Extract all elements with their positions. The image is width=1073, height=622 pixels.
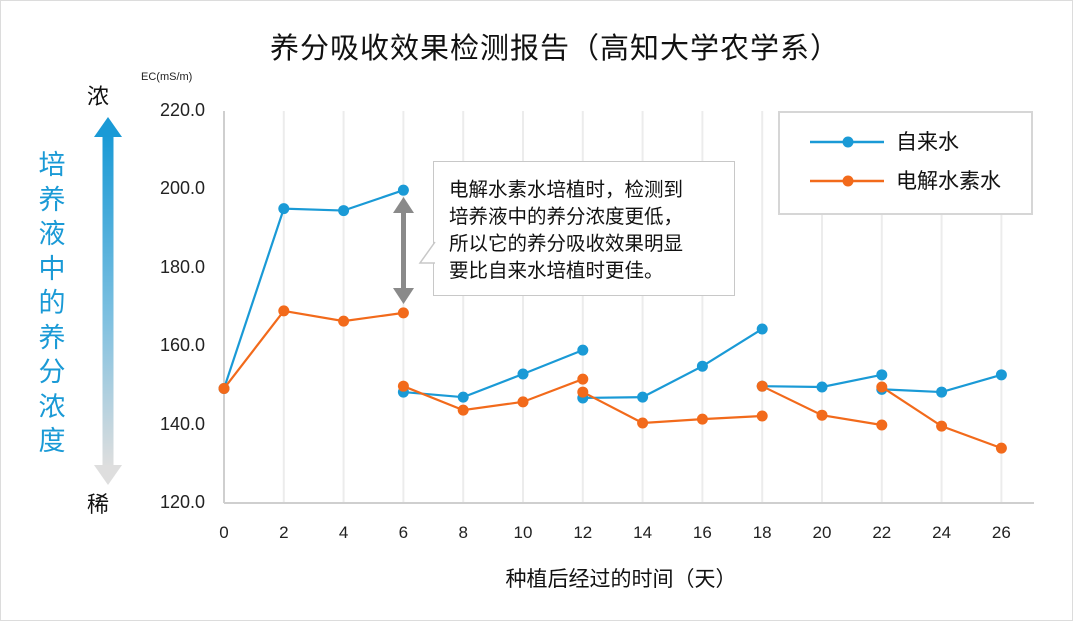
data-point xyxy=(756,380,768,392)
y-tick-label: 120.0 xyxy=(159,492,205,512)
y-tick-label: 160.0 xyxy=(159,335,205,356)
data-point xyxy=(517,368,529,380)
chart-title: 养分吸收效果检测报告（高知大学农学系） xyxy=(269,31,840,65)
data-point xyxy=(338,205,350,217)
data-point xyxy=(457,404,469,416)
data-point xyxy=(278,305,290,317)
data-point xyxy=(756,323,768,335)
data-point xyxy=(995,442,1007,454)
legend: 自来水 电解水素水 xyxy=(778,111,1033,215)
difference-double-arrow-icon xyxy=(393,197,414,304)
data-point xyxy=(696,360,708,372)
data-point xyxy=(756,410,768,422)
x-tick-label: 16 xyxy=(692,523,712,542)
data-point xyxy=(397,184,409,196)
callout-pointer-icon xyxy=(418,241,436,264)
data-point xyxy=(218,383,230,395)
data-point xyxy=(397,380,409,392)
data-point xyxy=(397,307,409,319)
data-point xyxy=(577,344,589,356)
x-axis-label: 种植后经过的时间（天） xyxy=(505,567,737,591)
callout-line: 培养液中的养分浓度更低， xyxy=(449,205,684,228)
x-tick-label: 8 xyxy=(458,523,468,542)
data-point xyxy=(936,420,948,432)
callout-line: 要比自来水培植时更佳。 xyxy=(449,259,664,282)
x-tick-label: 26 xyxy=(991,523,1011,542)
data-point xyxy=(457,391,469,403)
data-point xyxy=(278,203,290,215)
vertical-axis-label: 培养液中的养分浓度 xyxy=(38,150,66,457)
callout-line: 所以它的养分吸收效果明显 xyxy=(449,232,684,255)
x-tick-label: 20 xyxy=(812,523,832,542)
concentration-arrow-icon xyxy=(94,117,122,485)
data-point xyxy=(876,381,888,393)
y-tick-label: 140.0 xyxy=(159,413,205,434)
annotation-callout: 电解水素水培植时，检测到 培养液中的养分浓度更低， 所以它的养分吸收效果明显 要… xyxy=(433,161,735,296)
data-point xyxy=(936,386,948,398)
data-point xyxy=(637,391,649,403)
data-point xyxy=(876,419,888,431)
data-point xyxy=(995,369,1007,381)
data-point xyxy=(876,369,888,381)
callout-line: 电解水素水培植时，检测到 xyxy=(449,178,684,201)
data-point xyxy=(637,417,649,429)
data-point xyxy=(816,409,828,421)
axes xyxy=(223,111,1034,504)
concentration-high-label: 浓 xyxy=(87,85,110,110)
x-tick-label: 14 xyxy=(633,523,653,542)
concentration-low-label: 稀 xyxy=(87,493,110,518)
x-tick-label: 0 xyxy=(219,523,229,542)
data-point xyxy=(338,315,350,327)
legend-label: 电解水素水 xyxy=(896,169,1001,193)
x-tick-label: 4 xyxy=(338,523,349,542)
data-series xyxy=(218,184,1007,454)
data-point xyxy=(816,381,828,393)
data-point xyxy=(696,413,708,425)
legend-line-marker-icon xyxy=(810,175,884,187)
data-point xyxy=(577,386,589,398)
x-tick-label: 10 xyxy=(513,523,533,542)
x-tick-label: 2 xyxy=(279,523,289,542)
y-tick-label: 180.0 xyxy=(159,256,205,277)
series-自来水 xyxy=(218,184,1007,404)
series-电解水素水 xyxy=(218,305,1007,454)
data-point xyxy=(577,373,589,385)
x-tick-label: 18 xyxy=(752,523,772,542)
x-tick-label: 24 xyxy=(932,523,952,542)
y-axis-unit: EC(mS/m) xyxy=(141,71,193,83)
y-tick-label: 220.0 xyxy=(159,100,205,120)
x-tick-label: 22 xyxy=(872,523,892,542)
legend-line-marker-icon xyxy=(810,136,884,148)
x-tick-label: 6 xyxy=(398,523,409,542)
data-point xyxy=(517,396,529,408)
y-tick-label: 200.0 xyxy=(159,178,205,199)
legend-label: 自来水 xyxy=(896,130,959,154)
x-tick-label: 12 xyxy=(573,523,593,542)
